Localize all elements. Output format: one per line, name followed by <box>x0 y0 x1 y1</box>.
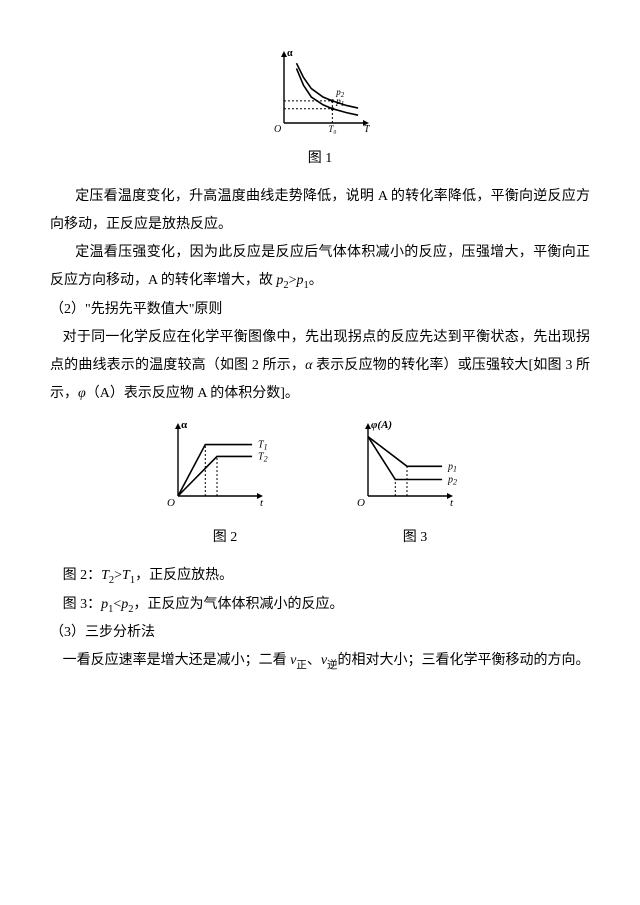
text: 、 <box>307 653 321 668</box>
svg-text:α: α <box>287 50 293 59</box>
math-op: > <box>114 568 122 583</box>
text: 的相对大小；三看化学平衡移动的方向。 <box>338 653 590 668</box>
paragraph-6: 一看反应速率是增大还是减小；二看 v正、v逆的相对大小；三看化学平衡移动的方向。 <box>50 647 590 676</box>
paragraph-4: 图 2：T2>T1，正反应放热。 <box>50 562 590 591</box>
section-3-title: （3）三步分析法 <box>50 619 590 647</box>
svg-text:O: O <box>357 497 365 508</box>
text: 图 3： <box>63 597 102 612</box>
figure-1: p2p1αTOT₀ <box>50 50 590 135</box>
figure-1-chart: p2p1αTOT₀ <box>270 50 370 135</box>
figure-1-caption: 图 1 <box>50 145 590 173</box>
text: （A）表示反应物 A 的体积分数]。 <box>86 386 299 401</box>
text: 一看反应速率是增大还是减小；二看 <box>63 653 291 668</box>
svg-text:t: t <box>260 497 264 508</box>
svg-text:T₀: T₀ <box>328 124 336 134</box>
svg-text:p1: p1 <box>447 461 457 473</box>
svg-text:O: O <box>167 497 175 508</box>
math-sub: 正 <box>296 660 307 671</box>
section-2-title: （2）"先拐先平数值大"原则 <box>50 296 590 324</box>
figure-2-caption: 图 2 <box>160 524 290 552</box>
figure-2: T1T2 α t O <box>160 418 290 519</box>
paragraph-3: 对于同一化学反应在化学平衡图像中，先出现拐点的反应先达到平衡状态，先出现拐点的曲… <box>50 324 590 408</box>
figure-2-chart: T1T2 α t O <box>160 418 290 508</box>
paragraph-5: 图 3：p1<p2，正反应为气体体积减小的反应。 <box>50 591 590 620</box>
math-sub: 逆 <box>327 660 338 671</box>
math-op: > <box>289 273 297 288</box>
svg-text:α: α <box>181 419 188 431</box>
svg-text:φ(A): φ(A) <box>371 419 392 431</box>
svg-text:p2: p2 <box>447 474 457 486</box>
svg-text:T1: T1 <box>258 439 268 451</box>
svg-text:T2: T2 <box>258 451 268 463</box>
svg-text:t: t <box>450 497 454 508</box>
text: ，正反应放热。 <box>135 568 233 583</box>
text: 。 <box>309 273 323 288</box>
svg-text:T: T <box>364 124 370 135</box>
figure-3-caption: 图 3 <box>350 524 480 552</box>
paragraph-1: 定压看温度变化，升高温度曲线走势降低，说明 A 的转化率降低，平衡向逆反应方向移… <box>50 183 590 239</box>
paragraph-2: 定温看压强变化，因为此反应是反应后气体体积减小的反应，压强增大，平衡向正反应方向… <box>50 239 590 296</box>
math-T: T <box>101 568 109 583</box>
text: ，正反应为气体体积减小的反应。 <box>134 597 344 612</box>
figure-3: p1p2 φ(A) t O <box>350 418 480 519</box>
math-T: T <box>122 568 130 583</box>
math-p: p <box>297 273 304 288</box>
svg-text:O: O <box>274 124 281 135</box>
figure-pair: T1T2 α t O p1p2 φ(A) t O <box>50 418 590 519</box>
figure-3-chart: p1p2 φ(A) t O <box>350 418 480 508</box>
math-phi: φ <box>78 386 86 401</box>
text: 图 2： <box>63 568 102 583</box>
figure-pair-captions: 图 2 图 3 <box>50 524 590 552</box>
